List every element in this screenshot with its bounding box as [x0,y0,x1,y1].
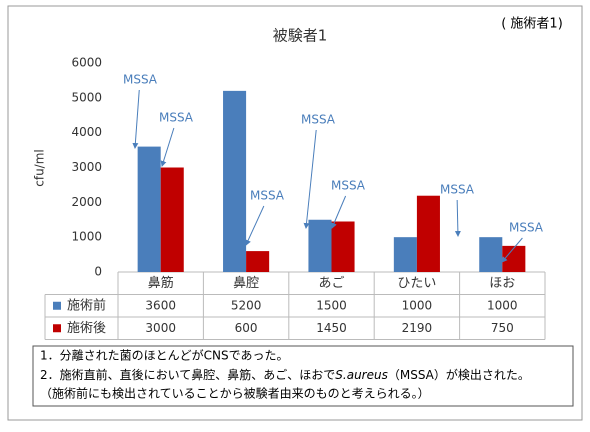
table-value: 3000 [145,321,176,335]
table-value: 2190 [402,321,433,335]
table-value: 600 [235,321,258,335]
bar [308,219,332,272]
bar [393,237,417,272]
y-tick-label: 0 [94,265,102,279]
y-tick-label: 5000 [71,90,102,104]
bar [246,251,270,272]
bar [223,90,247,272]
x-tick-label: あご [318,275,344,291]
note: 1．分離された菌のほとんどがCNSであった。 [40,348,289,363]
annotation: MSSA [123,73,158,87]
bar [331,221,355,272]
table-value: 1500 [316,298,347,312]
frame [7,5,583,421]
bar [137,146,161,272]
legend-label: 施術前 [67,297,106,313]
annotation-arrow [501,237,523,263]
note: （施術前にも検出されていることから被験者由来のものと考えられる。） [40,386,430,401]
y-axis-label: cfu/ml [33,149,47,187]
bar [502,245,526,272]
table-value: 1000 [487,298,518,312]
annotation-arrow [245,205,265,246]
annotation: MSSA [331,179,366,193]
x-tick-label: ひたい [397,276,436,291]
y-tick-label: 1000 [71,230,102,244]
legend-swatch [53,301,61,310]
annotation-arrow [132,89,140,149]
annotation-arrow [303,129,317,229]
annotation: MSSA [509,221,544,235]
legend-label: 施術後 [67,321,106,336]
y-tick-label: 4000 [71,125,102,139]
table-value: 1450 [316,321,347,335]
annotation: MSSA [250,189,285,203]
y-tick-label: 3000 [71,160,102,174]
legend-swatch [53,324,61,333]
bar [416,195,440,272]
x-tick-label: 鼻腔 [233,275,259,291]
table-value: 5200 [231,298,262,312]
table-value: 750 [491,321,514,335]
annotation-arrow [454,199,461,237]
note: 2．施術直前、直後において鼻腔、鼻筋、あご、ほおでS.aureus（MSSA）が… [40,367,530,382]
annotation-arrow [331,195,347,229]
chart-title: 被験者1 [273,27,328,45]
table-value: 3600 [145,298,176,312]
annotation-arrow [160,127,175,167]
note-part: （MSSA）が検出された。 [388,367,530,382]
annotation: MSSA [301,113,336,127]
bar [479,237,503,272]
x-tick-label: ほお [489,276,515,291]
note-part: 2．施術直前、直後において鼻腔、鼻筋、あご、ほおで [40,367,335,382]
y-tick-label: 2000 [71,195,102,209]
annotation: MSSA [440,183,475,197]
table-value: 1000 [402,298,433,312]
annotation: MSSA [159,111,194,125]
note-box [32,345,574,407]
y-tick-label: 6000 [71,56,102,70]
note-part: S.aureus [335,368,388,382]
x-tick-label: 鼻筋 [148,275,174,291]
bar [160,167,184,272]
subtitle: ( 施術者1) [501,17,563,32]
